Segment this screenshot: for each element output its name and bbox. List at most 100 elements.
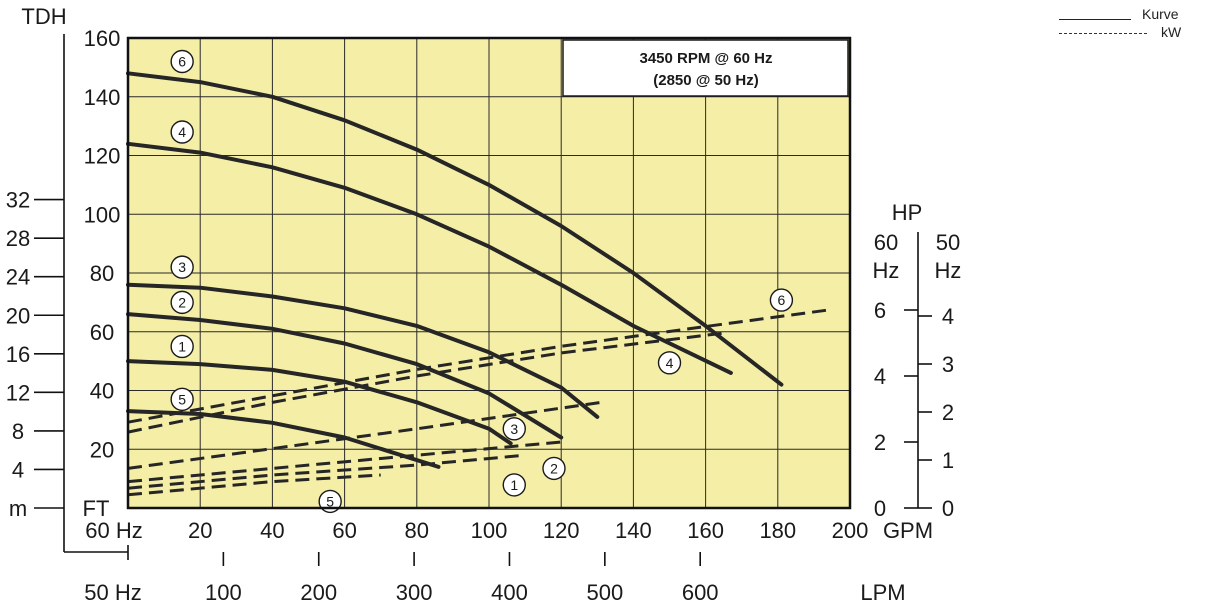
- lpm-tick-label: 500: [586, 580, 623, 605]
- hp-60-label: 60: [874, 230, 898, 255]
- title-box: 3450 RPM @ 60 Hz (2850 @ 50 Hz): [562, 39, 849, 97]
- title-box-frame: [562, 39, 849, 97]
- lpm-tick-label: 100: [205, 580, 242, 605]
- head-curve-6: [126, 71, 784, 387]
- gpm-tick-label: 160: [687, 518, 724, 543]
- gpm-tick-label: 120: [543, 518, 580, 543]
- power-curve-4: [127, 331, 724, 434]
- axes-layer: 20406080100120140160FTTDH48121620242832m…: [6, 4, 962, 605]
- gpm-tick-label: 20: [188, 518, 212, 543]
- lpm-tick-label: 600: [682, 580, 719, 605]
- gpm-tick-label: 180: [759, 518, 796, 543]
- legend-solid-row: Kurve: [1056, 6, 1222, 24]
- gpm-tick-label: 200: [832, 518, 869, 543]
- legend-solid-label: Kurve: [1142, 6, 1179, 22]
- gpm-tick-label: 80: [405, 518, 429, 543]
- head-curve-label-4-circle: [170, 120, 194, 144]
- hp-axis-label: HP: [892, 200, 923, 225]
- head-curve-label-2-text: 2: [178, 294, 186, 310]
- power-curve-label-3-text: 3: [510, 421, 518, 437]
- lpm-tick-label: 400: [491, 580, 528, 605]
- power-curve-label-6-circle: [769, 288, 794, 312]
- m-tick-label: 28: [6, 226, 30, 251]
- head-curve-label-4-text: 4: [178, 124, 186, 140]
- hp-50hz-tick-label: 2: [942, 400, 954, 425]
- power-curve-label-6-text: 6: [778, 292, 786, 308]
- power-curve-label-5-text: 5: [326, 493, 334, 509]
- m-tick-label: 4: [12, 457, 24, 482]
- ft-tick-label: 120: [84, 144, 121, 169]
- gpm-60hz-label: 60 Hz: [85, 518, 142, 543]
- power-curve-label-1-text: 1: [510, 477, 518, 493]
- curves-layer: [126, 71, 829, 497]
- legend-dashed-line: [1059, 33, 1147, 34]
- head-curve-label-6-circle: [170, 49, 194, 74]
- chart-title: 3450 RPM @ 60 Hz: [639, 50, 772, 67]
- ft-tick-label: 80: [90, 261, 114, 286]
- head-curve-label-2-circle: [170, 290, 194, 315]
- hp-50hz-tick-label: 4: [942, 304, 954, 329]
- power-curve-2: [127, 440, 562, 484]
- hp-60hz-tick-label: 0: [874, 496, 886, 521]
- head-curve-label-3-text: 3: [178, 259, 186, 275]
- chart-subtitle: (2850 @ 50 Hz): [653, 72, 759, 89]
- power-curve-3: [127, 400, 602, 470]
- m-axis-label: m: [9, 496, 27, 521]
- legend-dashed-label: kW: [1161, 24, 1182, 40]
- lpm-50hz-label: 50 Hz: [84, 580, 141, 605]
- m-tick-label: 20: [6, 303, 30, 328]
- hp-50hz-tick-label: 3: [942, 352, 954, 377]
- ft-tick-label: 20: [90, 437, 114, 462]
- hp-60hz-tick-label: 4: [874, 364, 886, 389]
- hp-50hz-tick-label: 0: [942, 496, 954, 521]
- plot-frame: [126, 36, 852, 510]
- head-curve-label-6-text: 6: [178, 54, 186, 70]
- gpm-tick-label: 60: [332, 518, 356, 543]
- power-curve-1: [127, 453, 526, 490]
- ft-tick-label: 100: [84, 202, 121, 227]
- ft-tick-label: 60: [90, 320, 114, 345]
- hp-hz-label-2: Hz: [935, 258, 962, 283]
- ft-axis-label: FT: [83, 496, 110, 521]
- head-curve-label-3-circle: [170, 255, 194, 279]
- gpm-unit-label: GPM: [883, 518, 933, 543]
- power-curve-label-3-circle: [502, 417, 526, 441]
- head-curve-4: [126, 141, 733, 375]
- gpm-tick-label: 100: [471, 518, 508, 543]
- power-curve-label-2-text: 2: [550, 460, 558, 476]
- power-curve-label-1-circle: [502, 473, 526, 497]
- head-curve-2: [126, 312, 564, 440]
- m-tick-label: 32: [6, 188, 30, 213]
- hp-50hz-tick-label: 1: [942, 448, 954, 473]
- power-curve-label-2-circle: [542, 456, 566, 481]
- hp-50-label: 50: [936, 230, 960, 255]
- ft-tick-label: 160: [84, 26, 121, 51]
- hp-60hz-tick-label: 6: [874, 298, 886, 323]
- legend-solid-line: [1059, 19, 1131, 20]
- head-curve-label-5-text: 5: [178, 391, 186, 407]
- head-curve-3: [126, 282, 600, 419]
- ft-tick-label: 140: [84, 85, 121, 110]
- legend-dashed-row: kW: [1056, 24, 1222, 42]
- head-curve-label-1-circle: [170, 334, 194, 359]
- m-tick-label: 16: [6, 342, 30, 367]
- power-curve-6: [127, 308, 829, 424]
- power-curve-label-4-circle: [657, 351, 682, 375]
- lpm-tick-label: 300: [396, 580, 433, 605]
- power-curve-label-4-text: 4: [666, 355, 674, 371]
- gpm-tick-label: 140: [615, 518, 652, 543]
- m-tick-label: 8: [12, 419, 24, 444]
- curve-labels-layer: 6 4 3 2 1 5 6 4 3 2 1 5: [170, 49, 794, 514]
- gpm-tick-label: 40: [260, 518, 284, 543]
- hp-hz-label-1: Hz: [873, 258, 900, 283]
- head-curve-label-1-text: 1: [178, 338, 186, 354]
- m-tick-label: 24: [6, 265, 30, 290]
- legend: Kurve kW: [1056, 6, 1222, 42]
- ft-tick-label: 40: [90, 379, 114, 404]
- power-curve-5: [127, 473, 381, 497]
- lpm-unit-label: LPM: [860, 580, 905, 605]
- head-curve-label-5-circle: [170, 387, 194, 412]
- lpm-tick-label: 200: [300, 580, 337, 605]
- hp-60hz-tick-label: 2: [874, 430, 886, 455]
